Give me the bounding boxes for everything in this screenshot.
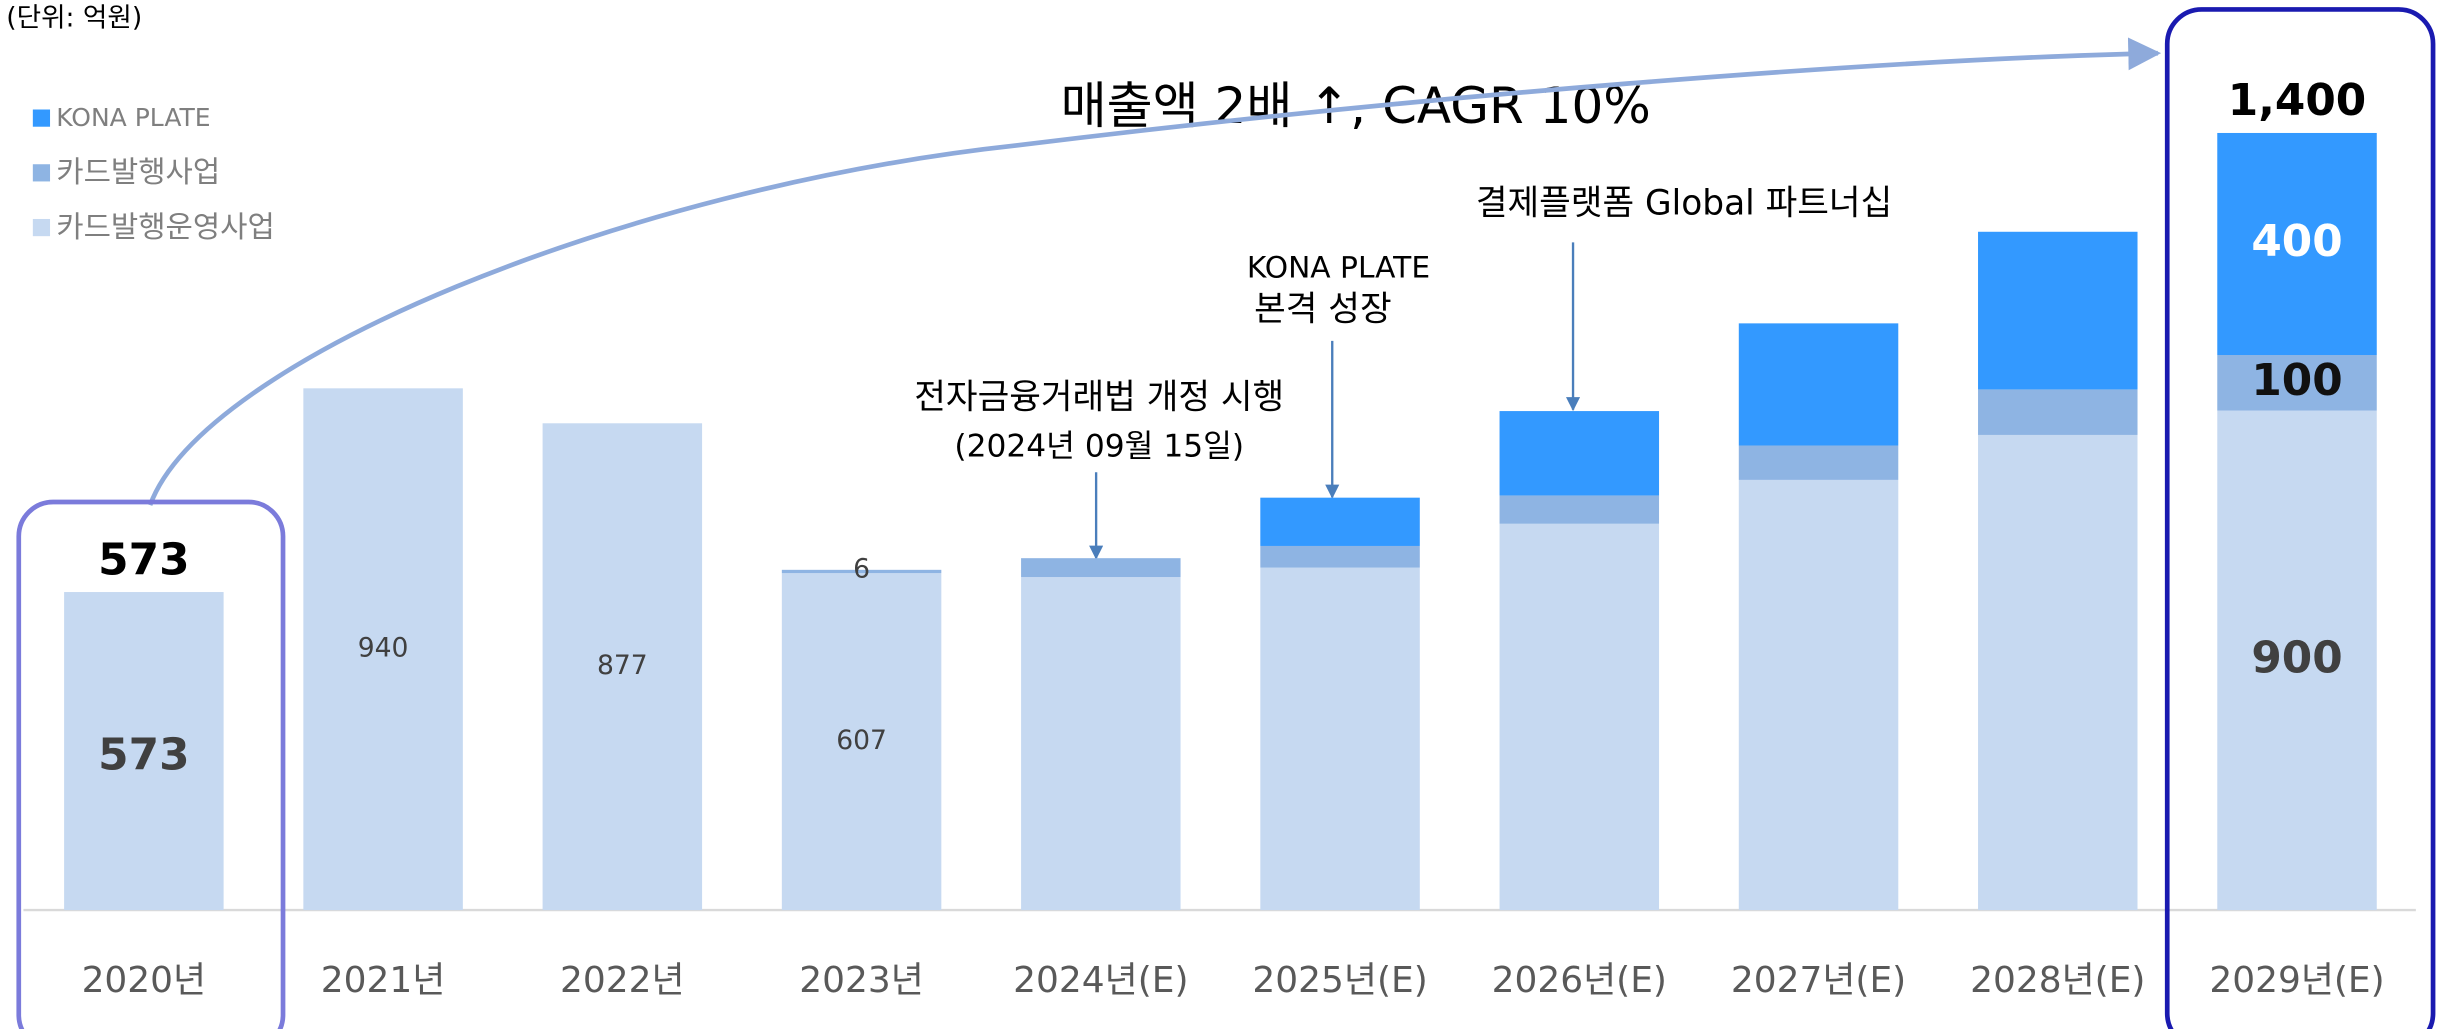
x-tick-label: 2026년(E) (1492, 960, 1667, 1001)
legend-label: KONA PLATE (56, 103, 210, 132)
growth-arrow (147, 37, 2162, 506)
x-tick-label: 2025년(E) (1252, 960, 1427, 1001)
bar-segment (1260, 545, 1420, 568)
legend-swatch (32, 164, 51, 182)
data-label: 573 (98, 729, 189, 780)
x-tick-label: 2027년(E) (1731, 960, 1906, 1001)
x-tick-label: 2024년(E) (1013, 960, 1188, 1001)
bar-segment (303, 388, 463, 911)
x-tick-label: 2028년(E) (1970, 960, 2145, 1001)
annotation: 결제플랫폼 Global 파트너십 (1476, 183, 1892, 223)
legend-swatch (32, 109, 51, 127)
x-tick-label: 2021년 (321, 960, 446, 1001)
highlight-box (2164, 7, 2436, 1029)
bar-segment (1260, 567, 1420, 911)
bar-segment (542, 423, 703, 911)
bar-segment (2217, 132, 2377, 356)
bar-segment (1499, 523, 1660, 911)
annotation: (2024년 09월 15일) (954, 428, 1244, 464)
data-label: 900 (2251, 632, 2342, 683)
bar-segment (1021, 558, 1181, 578)
bar-segment (781, 569, 942, 574)
bar-segment (1738, 323, 1899, 446)
annotation: 전자금융거래법 개정 시행 (914, 377, 1284, 417)
bar-segment (1499, 495, 1660, 524)
bar-segment (1499, 411, 1660, 496)
total-label: 573 (98, 534, 189, 585)
x-tick-label: 2022년 (560, 960, 685, 1001)
bar-segment (1738, 445, 1899, 480)
bar-segment (1738, 479, 1899, 911)
unit-note: (단위: 억원) (6, 2, 142, 33)
bar-segment (2217, 410, 2377, 911)
x-tick-label: 2023년 (799, 960, 924, 1001)
bar-segment (1021, 577, 1181, 911)
legend-label: 카드발행운영사업 (56, 210, 274, 245)
bar-segment (64, 592, 224, 911)
annotation-arrows (1089, 242, 1581, 560)
data-label: 877 (597, 650, 648, 681)
bar-segment (1978, 389, 2138, 435)
highlight-box (16, 499, 286, 1029)
bar-segment (781, 573, 942, 911)
bar-segment (1978, 434, 2138, 911)
annotation: 본격 성장 (1254, 290, 1392, 330)
data-label: 607 (836, 725, 887, 756)
data-label: 100 (2251, 355, 2342, 406)
x-tick-label: 2020년 (82, 960, 207, 1001)
annotation: KONA PLATE (1247, 251, 1430, 286)
x-tick-label: 2029년(E) (2209, 960, 2384, 1001)
data-label: 6 (853, 553, 870, 584)
data-label: 400 (2251, 216, 2342, 267)
bar-segment (1260, 497, 1420, 546)
total-label: 1,400 (2228, 75, 2366, 126)
bar-segment (1978, 231, 2138, 390)
data-label: 940 (358, 633, 409, 664)
legend-label: 카드발행사업 (56, 155, 220, 190)
legend-swatch (32, 218, 51, 237)
bar-segment (2217, 355, 2377, 411)
